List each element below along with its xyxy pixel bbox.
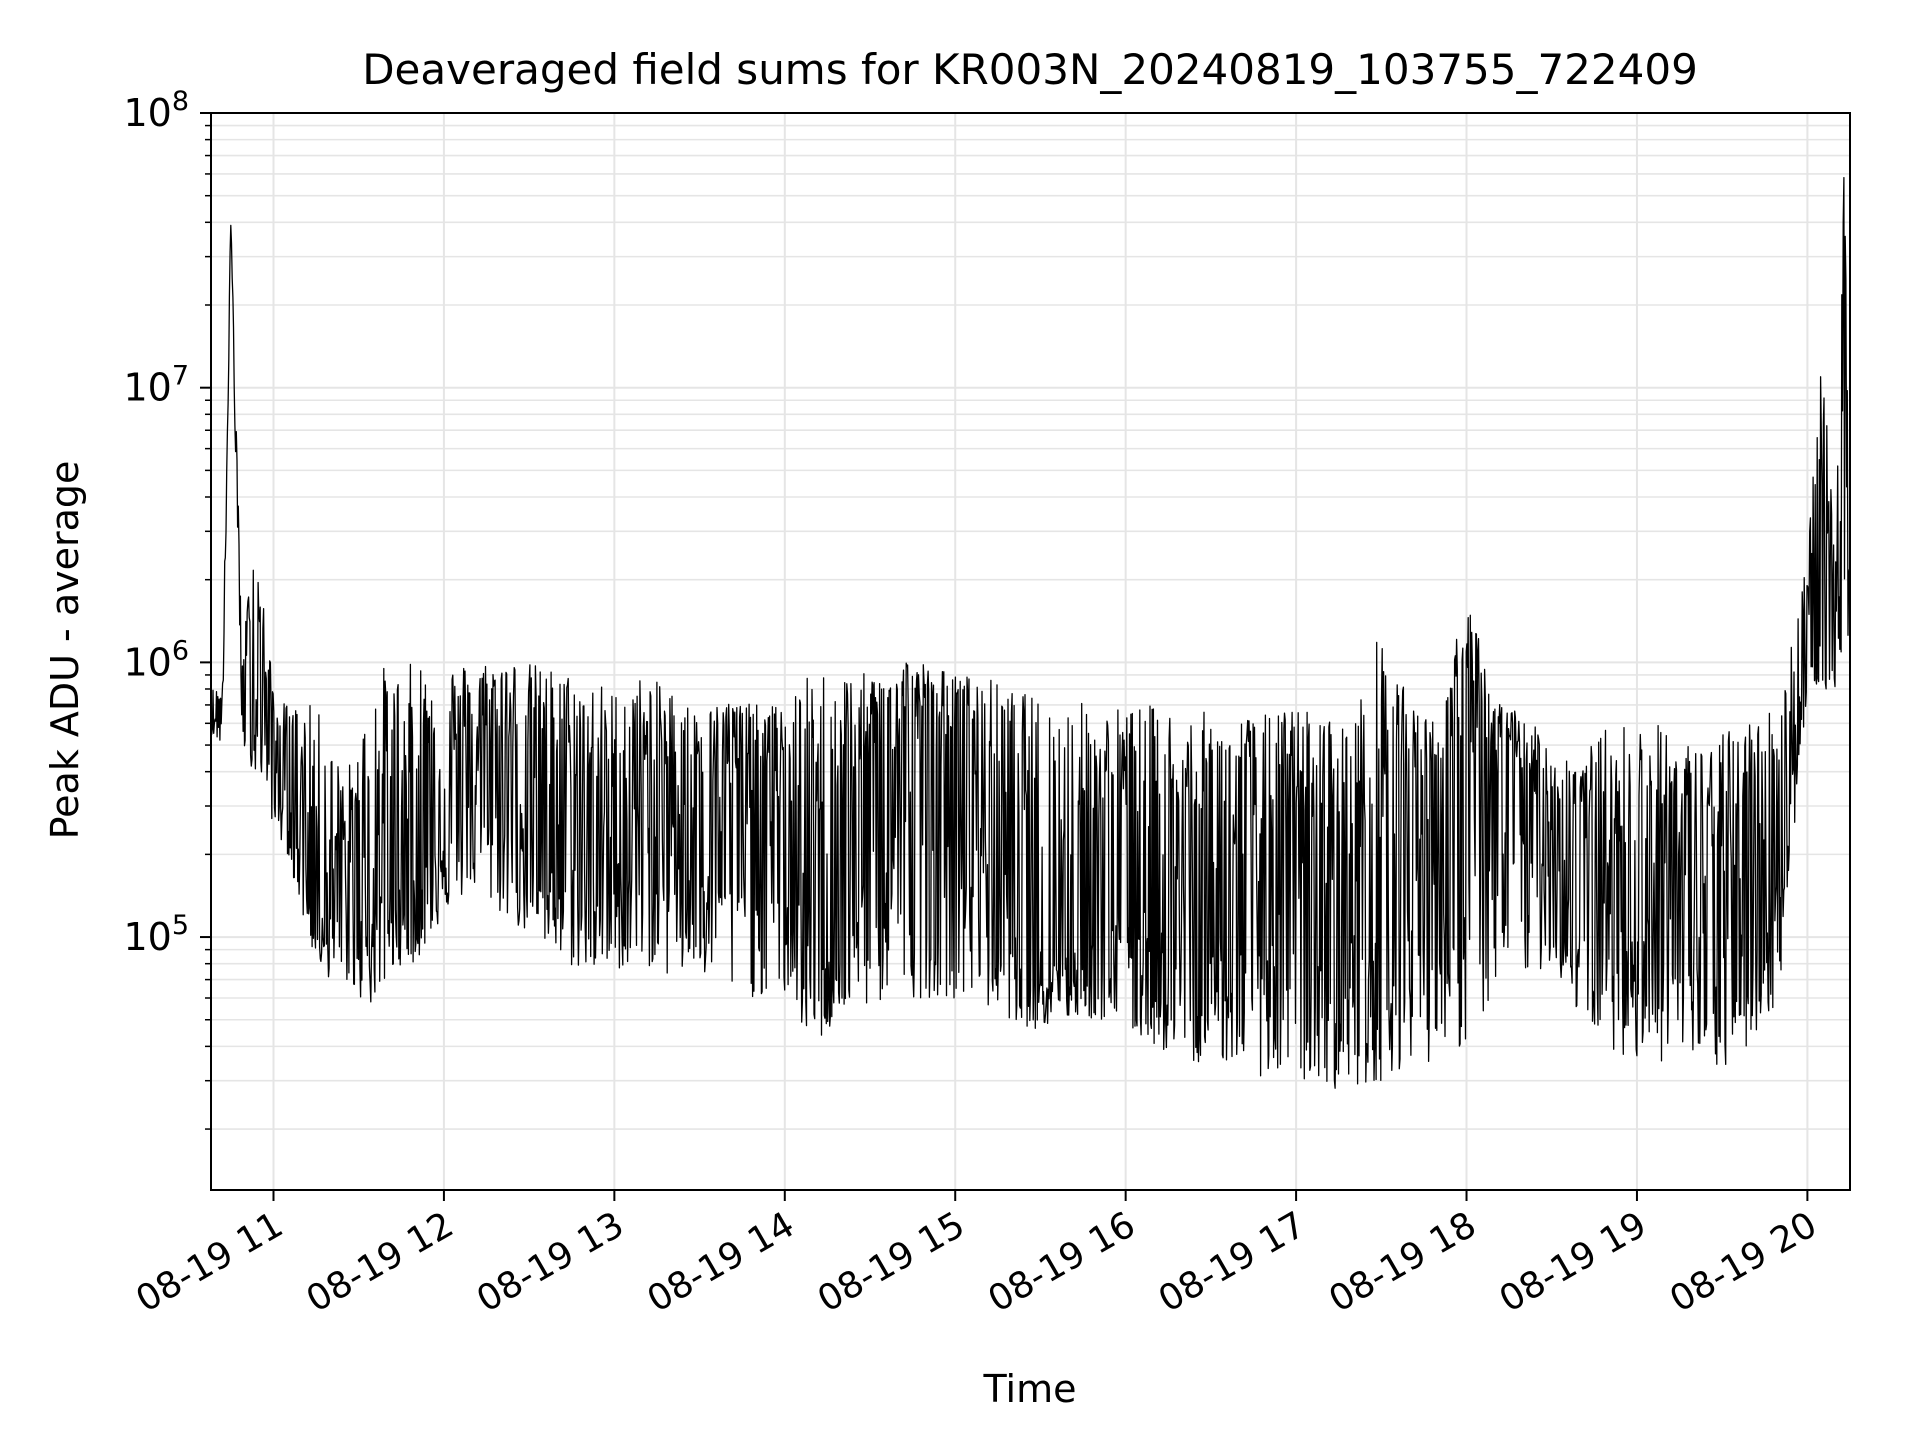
data-line (210, 176, 1851, 1089)
y-axis-label: Peak ADU - average (43, 461, 87, 840)
y-tick-label: 107 (123, 361, 189, 410)
y-axis-ticks: 105 106 107 108 (123, 86, 211, 1130)
data-line-series (210, 176, 1851, 1089)
y-tick-label: 106 (123, 635, 189, 684)
y-tick-label: 105 (123, 910, 189, 959)
plot-frame (210, 112, 1851, 1191)
chart-title: Deaveraged field sums for KR003N_2024081… (362, 45, 1698, 94)
y-tick-label: 108 (123, 86, 189, 135)
x-axis-label: Time (983, 1367, 1077, 1411)
